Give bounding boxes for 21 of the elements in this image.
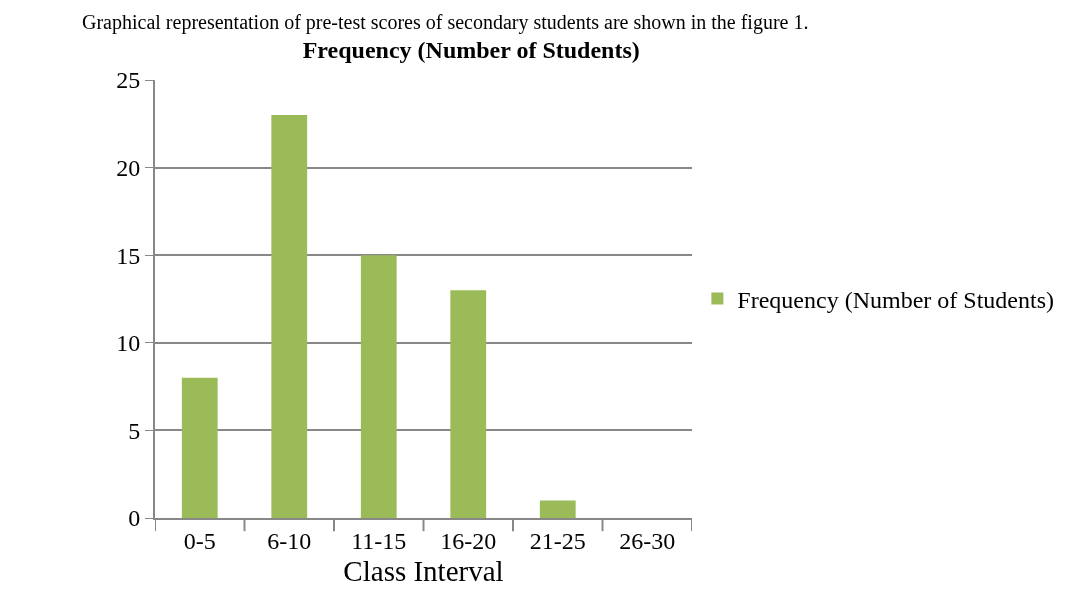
bar [450,290,487,518]
x-tick-label: 6-10 [267,527,312,554]
bar [360,255,397,518]
text: Graphical representation of pre-test scores of secondary students are shown in the figure 1. [82,11,809,34]
bar [181,377,218,518]
y-tick-label: 20 [116,155,141,181]
bar [539,500,576,518]
x-tick-label: 11-15 [351,527,407,554]
y-tick-label: 5 [128,417,141,444]
y-tick-label: 25 [116,67,141,94]
legend-label: Frequency (Number of Students) [737,286,1054,313]
y-tick-label: 15 [116,242,141,269]
x-tick-label: 16-20 [440,527,497,554]
x-tick-label: 26-30 [619,527,676,554]
bar [271,115,308,518]
y-tick-label: 0 [128,505,141,532]
x-tick-label: 0-5 [183,527,216,554]
x-tick-label: 21-25 [529,527,586,554]
x-axis-title: Class Interval [343,555,504,588]
y-tick-label: 10 [116,330,141,357]
chart-title: Frequency (Number of Students) [302,37,640,64]
